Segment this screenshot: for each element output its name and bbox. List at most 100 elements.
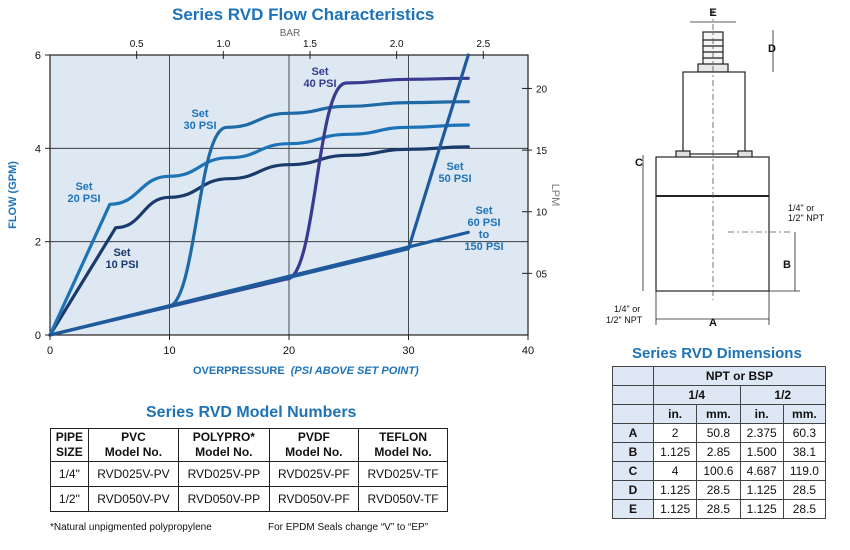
table-row: B 1.125 2.85 1.500 38.1 [612, 442, 827, 462]
center-lines [712, 10, 790, 300]
bar-tick-label: 2.5 [476, 39, 490, 50]
y-tick-label: 0 [35, 330, 41, 342]
corner-cell [612, 366, 654, 386]
dim-cell: 1.125 [739, 499, 784, 519]
label-40psi-line2: 40 PSI [303, 78, 336, 90]
x-tick-label: 10 [163, 345, 175, 357]
dim-cell: 100.6 [696, 461, 741, 481]
dim-label-c: C [635, 157, 643, 169]
dim-label-b: B [783, 259, 791, 271]
header-line: Model No. [374, 445, 432, 459]
dim-cell: 28.5 [696, 499, 741, 519]
dim-cell: 50.8 [696, 423, 741, 443]
curve-1 [48, 145, 470, 337]
header-unit: mm. [782, 404, 827, 424]
header-line: Model No. [104, 445, 163, 459]
label-50psi-line2: 50 PSI [438, 173, 471, 185]
bar-tick-label: 1.0 [216, 39, 230, 50]
cell-model: RVD025V-PV [87, 461, 180, 487]
dim-cell: 119.0 [782, 461, 827, 481]
label-20psi-line2: 20 PSI [67, 193, 100, 205]
lpm-tick-label: 10 [536, 208, 548, 219]
row-label: C [612, 461, 654, 481]
curve-labels: Set 20 PSI Set 10 PSI Set 30 PSI Set 40 … [67, 66, 503, 271]
label-60psi-line3: to [479, 229, 490, 241]
label-30psi-line1: Set [191, 108, 208, 120]
header-line: POLYPRO* [192, 430, 255, 444]
header-line: Model No. [285, 445, 343, 459]
row-label: B [612, 442, 654, 462]
table-row: A 2 50.8 2.375 60.3 [612, 423, 827, 443]
footnote: *Natural unpigmented polypropylene [50, 522, 212, 533]
bar-tick-label: 0.5 [130, 39, 144, 50]
dim-size-row: 1/4 1/2 [612, 385, 827, 405]
dim-cell: 60.3 [782, 423, 827, 443]
lpm-tick-label: 05 [536, 269, 548, 280]
dimension-lines [642, 21, 800, 325]
dim-cell: 28.5 [782, 499, 827, 519]
cell-model: RVD050V-PP [178, 486, 270, 512]
dim-cell: 4 [652, 461, 698, 481]
dim-cell: 1.125 [652, 499, 698, 519]
y-tick-label: 6 [35, 50, 41, 62]
label-30psi-line2: 30 PSI [183, 120, 216, 132]
flow-chart: 0 10 20 30 40 0 2 4 6 0.5 1.0 1.5 2.0 2.5 05 10 15 20 BAR… [7, 28, 561, 377]
corner-cell [612, 404, 654, 424]
dim-cell: 1.125 [739, 480, 784, 500]
header-line: Model No. [195, 445, 253, 459]
model-table: PIPE SIZE PVC Model No. POLYPRO* Model No. … [50, 428, 448, 512]
cell-model: RVD025V-PP [178, 461, 270, 487]
lpm-tick-label: 15 [536, 146, 548, 157]
top-axis-label: BAR [280, 28, 301, 39]
label-20psi-line1: Set [75, 181, 92, 193]
x-tick-label: 40 [522, 345, 534, 357]
x-axis-label: OVERPRESSURE (PSI ABOVE SET POINT) [193, 365, 419, 377]
y-axis-label: FLOW (GPM) [7, 161, 19, 229]
row-label: D [612, 480, 654, 500]
dim-label-d: D [768, 43, 776, 55]
dim-cell: 38.1 [782, 442, 827, 462]
port-side-line2: 1/2" NPT [788, 213, 825, 223]
dim-cell: 28.5 [696, 480, 741, 500]
dim-cell: 2 [652, 423, 698, 443]
table-row: 1/4" RVD025V-PV RVD025V-PP RVD025V-PF RV… [50, 461, 448, 487]
curves [48, 53, 470, 337]
table-row: D 1.125 28.5 1.125 28.5 [612, 480, 827, 500]
x-tick-label: 0 [47, 345, 53, 357]
x-tick-label: 30 [402, 345, 414, 357]
dim-cell: 1.125 [652, 480, 698, 500]
label-60psi-line1: Set [475, 205, 492, 217]
header-pipe-size: PIPE SIZE [50, 428, 89, 462]
label-10psi-line2: 10 PSI [105, 259, 138, 271]
row-label: E [612, 499, 654, 519]
header-line: PVC [121, 430, 146, 444]
model-header-row: PIPE SIZE PVC Model No. POLYPRO* Model No. … [50, 428, 448, 462]
row-label: A [612, 423, 654, 443]
x-tick-label: 20 [283, 345, 295, 357]
seal-note: For EPDM Seals change “V” to “EP” [268, 522, 429, 533]
dim-cell: 4.687 [739, 461, 784, 481]
header-unit: mm. [696, 404, 741, 424]
valve-outline [655, 31, 770, 292]
header-line: PVDF [297, 430, 330, 444]
valve-body [655, 156, 770, 292]
cell-model: RVD050V-PF [268, 486, 360, 512]
cell-pipe-size: 1/4" [50, 461, 89, 487]
dim-cell: 2.375 [739, 423, 784, 443]
dim-header-row: NPT or BSP [612, 366, 826, 386]
header-pvdf: PVDF Model No. [268, 428, 360, 462]
cell-model: RVD025V-TF [358, 461, 448, 487]
cell-pipe-size: 1/2" [50, 486, 89, 512]
curve-4 [48, 76, 470, 337]
bonnet [682, 71, 746, 155]
table-row: C 4 100.6 4.687 119.0 [612, 461, 827, 481]
header-teflon: TEFLON Model No. [358, 428, 448, 462]
curve-2 [48, 123, 470, 337]
dimensions-table: NPT or BSP 1/4 1/2 in. mm. in. mm. A 2 5… [612, 366, 827, 519]
curve-3 [48, 100, 470, 337]
model-table-title: Series RVD Model Numbers [146, 404, 357, 421]
header-polypro: POLYPRO* Model No. [178, 428, 270, 462]
dim-cell: 1.500 [739, 442, 784, 462]
right-axis-label: LPM [549, 184, 561, 207]
cell-model: RVD025V-PF [268, 461, 360, 487]
